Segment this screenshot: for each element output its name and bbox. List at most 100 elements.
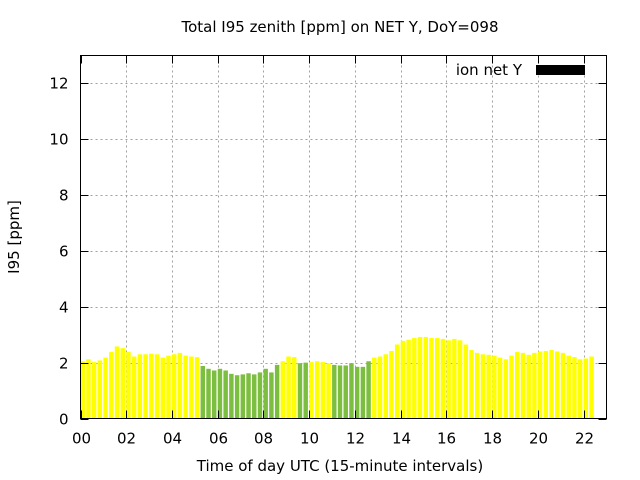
legend: ion net Y xyxy=(456,61,585,79)
y-tick-label: 2 xyxy=(59,355,69,373)
bar xyxy=(131,356,137,419)
bar xyxy=(149,353,154,419)
bar xyxy=(572,357,577,419)
bar xyxy=(412,338,417,419)
bar xyxy=(114,346,120,419)
bar xyxy=(280,361,286,419)
y-tick-label: 12 xyxy=(49,75,68,93)
grid-lines xyxy=(80,55,607,419)
bar xyxy=(366,361,371,419)
bar xyxy=(400,340,406,419)
bar xyxy=(475,352,480,419)
chart-title: Total I95 zenith [ppm] on NET Y, DoY=098 xyxy=(180,18,498,36)
bar xyxy=(492,355,497,419)
bar xyxy=(497,357,503,419)
bar xyxy=(97,360,103,419)
bar xyxy=(543,350,549,419)
bar xyxy=(515,352,520,419)
bar xyxy=(457,340,463,419)
bar xyxy=(246,373,251,419)
bar xyxy=(109,352,114,419)
bar xyxy=(526,354,531,419)
x-tick-label: 18 xyxy=(483,430,502,448)
bar xyxy=(440,338,446,419)
bar xyxy=(446,340,451,419)
bar xyxy=(297,363,303,419)
bar xyxy=(234,375,240,419)
bar xyxy=(520,352,526,419)
bar xyxy=(189,356,194,419)
bar xyxy=(120,348,125,419)
y-tick-label: 0 xyxy=(59,411,69,429)
bar xyxy=(577,359,583,419)
bar xyxy=(223,370,228,419)
bar xyxy=(503,359,509,419)
y-tick-label: 8 xyxy=(59,187,69,205)
bar xyxy=(354,366,360,419)
bar xyxy=(560,352,566,419)
bar xyxy=(183,355,188,419)
bar xyxy=(303,362,308,419)
x-tick-label: 22 xyxy=(575,430,594,448)
bar xyxy=(240,374,246,419)
bar xyxy=(177,352,183,419)
y-axis-label: I95 [ppm] xyxy=(5,200,23,274)
bar xyxy=(286,356,291,419)
bar-series xyxy=(80,336,594,419)
bar xyxy=(263,368,268,419)
bar xyxy=(229,373,234,419)
bar xyxy=(389,350,394,419)
bar xyxy=(349,363,354,419)
y-tick-label: 10 xyxy=(49,131,68,149)
bar xyxy=(200,366,206,419)
bar xyxy=(154,354,160,419)
x-tick-label: 06 xyxy=(209,430,228,448)
bar xyxy=(583,358,589,419)
x-tick-label: 02 xyxy=(117,430,136,448)
bar xyxy=(555,351,560,419)
legend-swatch xyxy=(536,65,585,75)
bar xyxy=(486,354,491,419)
bar xyxy=(217,368,223,419)
x-axis-label: Time of day UTC (15-minute intervals) xyxy=(196,457,483,475)
bar xyxy=(469,350,474,419)
bar xyxy=(126,352,131,419)
bar xyxy=(292,357,297,419)
bar xyxy=(532,352,537,419)
bar xyxy=(332,364,337,419)
bar xyxy=(463,344,469,419)
x-tick-label: 16 xyxy=(437,430,456,448)
bar xyxy=(372,357,377,419)
bar xyxy=(166,355,171,419)
bar xyxy=(383,354,388,419)
bar xyxy=(434,338,440,419)
x-tick-label: 04 xyxy=(163,430,182,448)
bar xyxy=(337,365,343,419)
bar xyxy=(274,364,280,419)
bar xyxy=(137,354,143,419)
bar xyxy=(423,336,428,419)
bar xyxy=(429,338,434,419)
x-tick-label: 20 xyxy=(529,430,548,448)
legend-label: ion net Y xyxy=(456,61,523,79)
x-tick-label: 08 xyxy=(254,430,273,448)
bar xyxy=(269,372,274,419)
bar xyxy=(417,336,423,419)
x-tick-label: 12 xyxy=(346,430,365,448)
bar xyxy=(194,357,200,419)
bar xyxy=(320,362,326,419)
bar xyxy=(257,372,263,419)
bar xyxy=(360,366,366,419)
bar xyxy=(406,339,411,419)
plot-frame xyxy=(80,55,607,419)
bar xyxy=(377,356,383,419)
bar xyxy=(343,365,348,419)
bar xyxy=(206,368,211,419)
x-tick-label: 10 xyxy=(300,430,319,448)
bar xyxy=(143,354,148,419)
bar xyxy=(160,357,165,419)
y-tick-label: 4 xyxy=(59,299,69,317)
bar xyxy=(103,357,108,419)
